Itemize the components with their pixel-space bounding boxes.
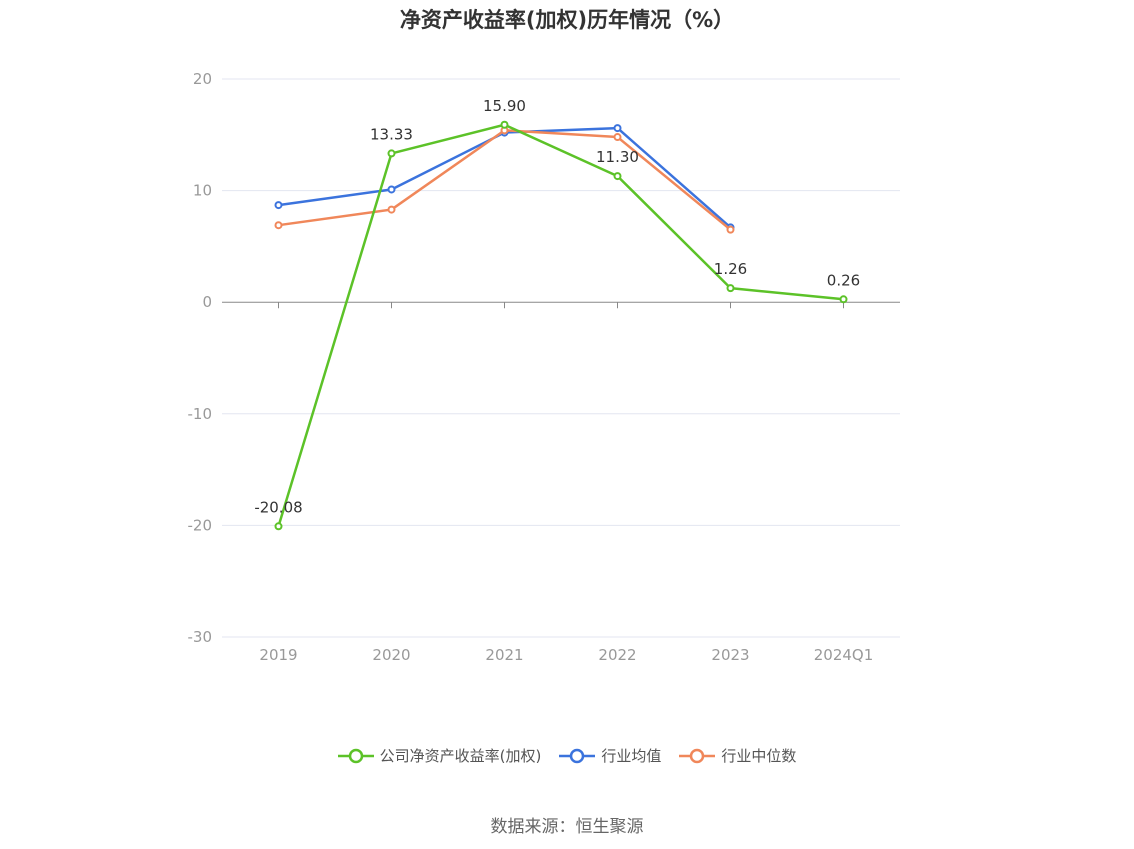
legend-item[interactable]: 公司净资产收益率(加权) [337,745,542,766]
legend-swatch-marker [348,748,363,763]
chart-title: 净资产收益率(加权)历年情况（%） [399,8,735,32]
label-layer: -20.08 13.33 15.90 11.30 1.26 0.26 [254,97,860,517]
data-label: 13.33 [370,125,413,143]
legend: 公司净资产收益率(加权) 行业均值 行业中位数 [0,745,1134,766]
data-point [274,522,283,531]
legend-swatch [337,748,374,763]
data-point [613,133,622,142]
legend-swatch-marker [570,748,585,763]
data-label: 1.26 [714,260,747,278]
x-tick-label: 2021 [485,646,523,664]
legend-swatch [679,748,716,763]
source-note: 数据来源：恒生聚源 [490,817,644,837]
data-point [500,120,509,129]
series-line [278,126,732,229]
data-point [387,149,396,158]
data-point [726,284,735,293]
data-point [613,172,622,181]
x-tick-label: 2024Q1 [814,646,874,664]
legend-label: 公司净资产收益率(加权) [379,747,542,765]
x-tick-label: 2023 [711,646,749,664]
y-tick-label: -20 [188,516,213,534]
y-tick-label: -30 [188,628,213,646]
legend-item[interactable]: 行业中位数 [679,745,796,766]
y-tick-label: 10 [193,182,212,200]
data-point [387,185,396,194]
data-label: 11.30 [596,148,639,166]
data-point [726,225,735,234]
x-tick-label: 2019 [259,646,297,664]
series-line [278,129,732,231]
series-line [277,123,844,527]
data-point [387,205,396,214]
data-point [839,295,848,304]
legend-label: 行业中位数 [721,747,797,765]
y-tick-label: -10 [188,405,213,423]
grid-layer [222,78,900,638]
x-tick-label: 2022 [598,646,636,664]
y-tick-label: 0 [202,293,212,311]
axis-layer: -30 -20 -10 0 10 20 2019 2020 2021 2022 2023 2024Q1 [188,70,900,664]
data-point [274,221,283,230]
data-point [274,201,283,210]
data-point [613,124,622,133]
legend-item[interactable]: 行业均值 [559,745,661,766]
legend-swatch [559,748,596,763]
legend-swatch-marker [690,748,705,763]
data-label: 15.90 [483,97,526,115]
data-label: -20.08 [254,498,302,516]
x-tick-label: 2020 [372,646,410,664]
series-layer [274,120,848,531]
legend-label: 行业均值 [601,747,662,765]
y-tick-label: 20 [193,70,212,88]
data-label: 0.26 [827,271,860,289]
